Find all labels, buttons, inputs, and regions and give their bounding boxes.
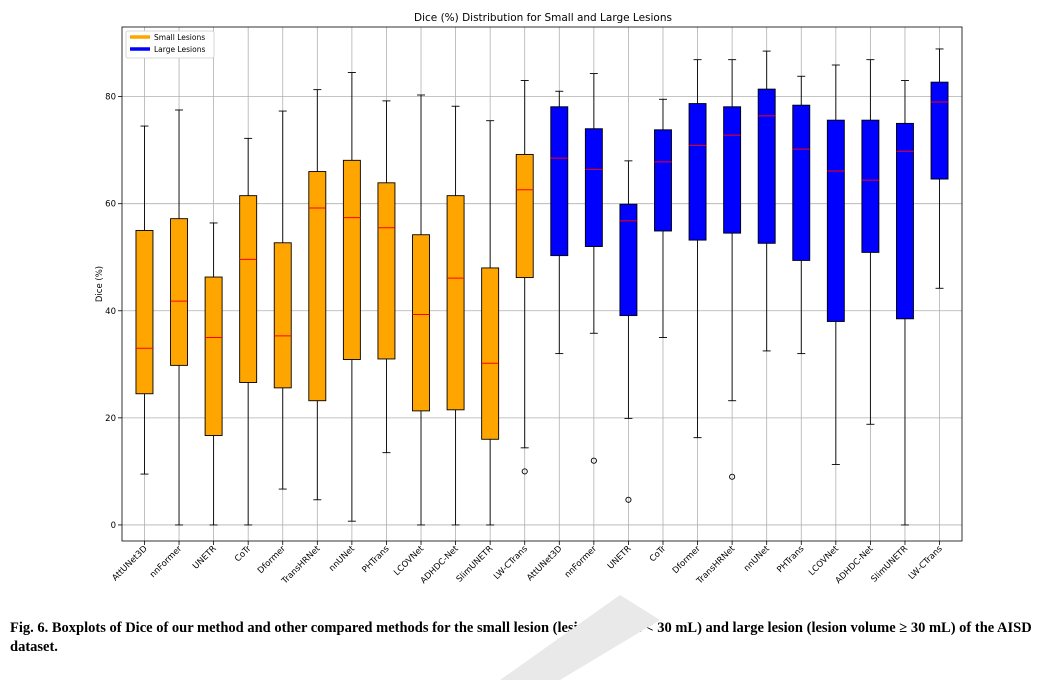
box	[826, 119, 845, 322]
chart-title: Dice (%) Distribution for Small and Larg…	[414, 12, 672, 24]
box	[757, 88, 776, 244]
box	[273, 242, 292, 389]
box	[723, 106, 742, 234]
box	[619, 203, 638, 317]
y-tick-label: 60	[105, 200, 116, 210]
x-tick-label: AttUNet3D	[525, 544, 565, 584]
x-tick-label: Dformer	[671, 544, 703, 576]
box	[792, 104, 811, 261]
chart-legend: Small Lesions Large Lesions	[125, 30, 215, 59]
figure-caption: Fig. 6. Boxplots of Dice of our method a…	[10, 620, 1032, 655]
legend-label: Large Lesions	[154, 45, 205, 54]
flier-point	[729, 473, 736, 480]
box	[481, 267, 500, 440]
plot-frame	[121, 26, 963, 542]
x-tick-label: LW-CTrans	[907, 544, 945, 582]
flier-point	[521, 468, 528, 475]
x-tick-label: UNETR	[606, 544, 634, 572]
flier-point	[590, 457, 597, 464]
box	[135, 230, 154, 395]
box	[896, 122, 914, 320]
box	[412, 234, 430, 412]
fliers	[521, 457, 736, 503]
y-tick-label: 0	[111, 521, 116, 531]
x-tick-label: ADHDC-Net	[834, 544, 876, 586]
boxes	[135, 81, 949, 440]
box	[930, 81, 949, 180]
x-tick-label: PHTrans	[775, 544, 807, 576]
x-tick-label: LCOVNet	[392, 544, 426, 578]
x-tick-label: ADHDC-Net	[419, 544, 461, 586]
y-tick-label: 20	[105, 414, 116, 424]
boxplot-chart: Dice (%) Distribution for Small and Larg…	[95, 12, 963, 587]
x-tick-label: nnUNet	[327, 544, 357, 574]
box	[204, 276, 223, 436]
box	[377, 182, 396, 360]
whiskers	[140, 48, 944, 526]
x-tick-label: nnFormer	[148, 544, 184, 580]
box	[550, 106, 569, 257]
box	[446, 195, 465, 411]
box	[654, 129, 672, 232]
box	[239, 195, 258, 383]
x-tick-label: SlimUNETR	[455, 544, 496, 585]
x-tick-label: SlimUNETR	[869, 544, 910, 585]
x-tick-label: LCOVNet	[807, 544, 841, 578]
box	[584, 128, 603, 247]
y-axis-label: Dice (%)	[95, 266, 105, 302]
y-tick-label: 80	[105, 93, 116, 103]
legend-label: Small Lesions	[154, 33, 205, 42]
medians	[135, 101, 949, 364]
box	[342, 159, 361, 360]
box	[170, 218, 188, 366]
flier-point	[625, 496, 632, 503]
x-tick-label: UNETR	[191, 544, 219, 572]
legend-entries: Small Lesions Large Lesions	[130, 33, 205, 54]
x-tick-label: AttUNet3D	[110, 544, 150, 584]
box	[308, 171, 327, 402]
x-tick-label: Dformer	[256, 544, 288, 576]
x-tick-label: CoTr	[648, 544, 669, 565]
box	[688, 103, 707, 241]
y-axis-ticks: 0 20 40 60 80	[105, 93, 122, 531]
x-tick-label: nnUNet	[742, 544, 772, 574]
y-tick-label: 40	[105, 307, 116, 317]
box	[515, 153, 534, 279]
x-tick-label: PHTrans	[360, 544, 392, 576]
x-tick-label: CoTr	[233, 544, 254, 565]
x-tick-label: nnFormer	[563, 544, 599, 580]
box	[861, 119, 880, 253]
